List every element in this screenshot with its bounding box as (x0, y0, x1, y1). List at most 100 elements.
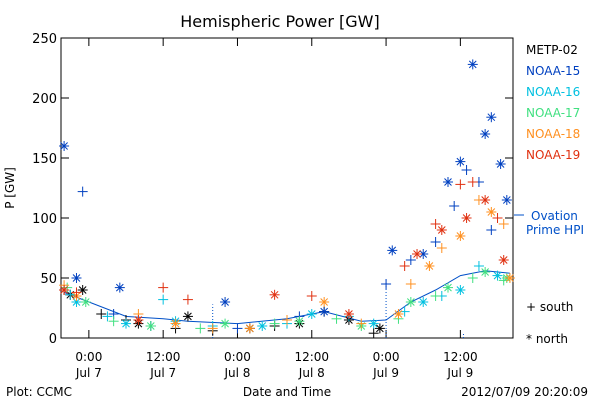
x-tick-label-hour: 12:00 (443, 350, 478, 364)
chart-title: Hemispheric Power [GW] (180, 12, 379, 31)
north-point (368, 318, 379, 329)
north-point (343, 309, 354, 319)
north-point (71, 273, 82, 283)
footer-timestamp: 2012/07/09 20:20:09 (461, 385, 588, 399)
north-point (418, 297, 429, 307)
south-point (356, 318, 367, 329)
south-point (182, 294, 193, 305)
x-tick-label-hour: 12:00 (294, 350, 329, 364)
y-axis-label: P [GW] (3, 167, 17, 209)
north-point (269, 289, 280, 300)
south-point (430, 237, 441, 247)
north-point (80, 297, 91, 307)
north-point (492, 270, 503, 281)
north-point (486, 112, 497, 123)
south-point (381, 279, 392, 289)
south-point (467, 273, 478, 283)
south-point (405, 255, 416, 265)
north-point (486, 207, 497, 217)
south-point (232, 323, 243, 334)
south-point (430, 291, 441, 301)
ovation-series (63, 270, 510, 338)
north-point (412, 249, 423, 259)
south-point (368, 328, 379, 339)
south-point (492, 213, 503, 223)
south-point (473, 261, 484, 271)
south-point (449, 201, 460, 211)
legend: METP-02 NOAA-15 NOAA-16 NOAA-17 NOAA-18 NOAA-… (526, 43, 580, 162)
north-point (145, 321, 156, 331)
north-point (387, 245, 398, 256)
south-point (405, 279, 416, 289)
x-axis-label: Date and Time (243, 385, 331, 399)
north-point (133, 315, 144, 325)
north-point (121, 318, 132, 329)
south-point (282, 315, 292, 325)
north-point (455, 156, 466, 167)
legend-entry: NOAA-19 (526, 148, 580, 162)
y-tick-label: 150 (32, 152, 57, 167)
ovation-label-2: Prime HPI (526, 223, 584, 237)
north-point (480, 195, 491, 205)
south-point (399, 261, 410, 271)
x-tick-label-hour: 0:00 (373, 350, 400, 364)
y-axis: 0 50 100 150 200 250 (32, 32, 513, 347)
north-point (114, 282, 125, 293)
south-point (498, 219, 509, 229)
south-point (102, 311, 113, 322)
north-point (504, 273, 515, 283)
north-point (294, 316, 305, 327)
south-point (467, 177, 478, 187)
north-point (306, 309, 317, 319)
data-points (59, 59, 515, 339)
x-axis: 0:00 Jul 7 12:00 Jul 7 0:00 Jul 8 12:00 Jul 8 0:… (75, 38, 478, 380)
south-point (96, 309, 107, 319)
south-point (455, 179, 466, 190)
legend-entry: NOAA-15 (526, 64, 580, 78)
north-point (319, 306, 330, 317)
x-tick-label-date: Jul 8 (298, 366, 325, 380)
north-point (405, 297, 416, 307)
north-point (455, 231, 466, 241)
footer-credit: Plot: CCMC (6, 385, 72, 399)
north-point (461, 213, 472, 223)
south-point (269, 318, 280, 329)
north-point (59, 285, 70, 295)
north-point (59, 141, 70, 151)
south-point (77, 186, 88, 197)
north-point (455, 285, 466, 295)
north-point (220, 297, 231, 307)
south-point (461, 165, 472, 175)
legend-entry: METP-02 (526, 43, 578, 57)
north-point (424, 261, 435, 271)
north-point (442, 177, 453, 187)
north-point (182, 311, 193, 322)
y-tick-label: 50 (40, 272, 57, 287)
north-point (480, 129, 491, 139)
north-point (244, 323, 255, 334)
north-point (467, 59, 478, 70)
ovation-line (63, 270, 510, 325)
x-tick-label-date: Jul 9 (446, 366, 473, 380)
y-tick-label: 200 (32, 92, 57, 107)
south-point (207, 323, 218, 334)
legend-entry: NOAA-16 (526, 85, 580, 99)
south-point (108, 316, 119, 327)
south-point (486, 225, 497, 235)
north-marker-legend: * north (526, 332, 568, 346)
south-point (306, 291, 317, 301)
legend-entry: NOAA-17 (526, 106, 580, 120)
south-point (195, 323, 206, 334)
north-point (220, 318, 231, 329)
south-point (331, 313, 342, 324)
x-tick-label-hour: 0:00 (75, 350, 102, 364)
north-point (495, 159, 506, 169)
north-point (170, 318, 181, 329)
y-tick-label: 250 (32, 32, 57, 47)
north-point (374, 323, 385, 334)
north-point (393, 309, 404, 319)
x-tick-label-date: Jul 9 (372, 366, 399, 380)
x-tick-label-hour: 12:00 (146, 350, 181, 364)
x-tick-label-date: Jul 7 (75, 366, 102, 380)
